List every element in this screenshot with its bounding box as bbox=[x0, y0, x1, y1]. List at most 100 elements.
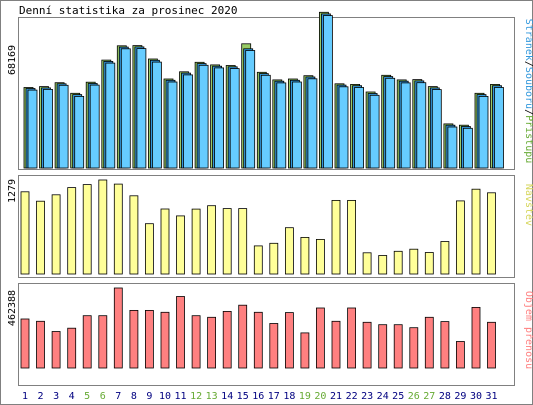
visits-ymax-label: 1279 bbox=[7, 179, 18, 203]
traffic-panel-frame bbox=[18, 283, 515, 386]
hits-bar-pages-day-13 bbox=[214, 67, 225, 169]
visits-bar-day-5 bbox=[82, 184, 92, 275]
visits-panel-frame bbox=[18, 175, 515, 278]
x-tick-label-day-14: 14 bbox=[221, 391, 233, 402]
visits-bar-day-28 bbox=[440, 241, 450, 275]
x-tick-label-day-23: 23 bbox=[361, 391, 373, 402]
x-tick-label-day-26: 26 bbox=[408, 391, 420, 402]
x-tick-label-day-1: 1 bbox=[22, 391, 28, 402]
legend-hits: Přístupů bbox=[523, 115, 533, 163]
x-tick-label-day-16: 16 bbox=[252, 391, 264, 402]
x-tick-label-day-30: 30 bbox=[470, 391, 482, 402]
traffic-bar-day-23 bbox=[362, 321, 372, 369]
visits-bar-day-26 bbox=[409, 248, 419, 275]
hits-bar-pages-day-21 bbox=[338, 86, 349, 169]
visits-bar-day-1 bbox=[20, 191, 30, 275]
hits-bar-pages-day-26 bbox=[416, 82, 427, 169]
x-tick-label-day-20: 20 bbox=[314, 391, 326, 402]
traffic-bar-day-24 bbox=[378, 324, 388, 369]
x-tick-label-day-11: 11 bbox=[174, 391, 186, 402]
x-tick-label-day-8: 8 bbox=[131, 391, 137, 402]
visits-bar-day-9 bbox=[144, 223, 154, 275]
legend-pages: Stránek bbox=[523, 19, 533, 61]
hits-bar-pages-day-3 bbox=[58, 84, 69, 169]
hits-panel-frame bbox=[18, 17, 515, 170]
visits-bar-day-6 bbox=[98, 179, 108, 275]
traffic-bar-day-10 bbox=[160, 311, 170, 369]
traffic-bar-day-1 bbox=[20, 318, 30, 369]
traffic-bar-day-2 bbox=[36, 320, 45, 369]
visits-bar-day-16 bbox=[253, 245, 263, 275]
x-tick-label-day-24: 24 bbox=[377, 391, 389, 402]
x-tick-label-day-6: 6 bbox=[100, 391, 106, 402]
x-tick-label-day-15: 15 bbox=[237, 391, 249, 402]
x-tick-label-day-17: 17 bbox=[268, 391, 280, 402]
hits-bar-pages-day-4 bbox=[74, 96, 85, 169]
visits-bar-day-23 bbox=[362, 252, 372, 275]
visits-bar-day-20 bbox=[315, 238, 325, 275]
visits-bar-day-19 bbox=[300, 236, 310, 275]
hits-ymax-label: 68169 bbox=[7, 45, 18, 75]
hits-bar-pages-day-9 bbox=[151, 61, 162, 169]
x-tick-label-day-7: 7 bbox=[115, 391, 121, 402]
hits-bar-pages-day-18 bbox=[291, 81, 302, 169]
traffic-bar-day-21 bbox=[331, 320, 341, 369]
hits-bar-pages-day-28 bbox=[447, 126, 458, 169]
visits-bar-day-3 bbox=[51, 194, 61, 275]
traffic-bar-day-6 bbox=[98, 315, 108, 369]
traffic-bar-day-12 bbox=[191, 315, 201, 369]
traffic-bar-day-28 bbox=[440, 321, 450, 369]
hits-legend: Stránek/Souborů/Přístupů bbox=[523, 19, 533, 164]
hits-bar-pages-day-10 bbox=[167, 81, 178, 169]
hits-bar-pages-day-1 bbox=[27, 89, 38, 169]
x-tick-label-day-27: 27 bbox=[423, 391, 435, 402]
traffic-bar-day-7 bbox=[113, 287, 123, 369]
visits-bar-day-30 bbox=[471, 188, 481, 275]
x-tick-label-day-21: 21 bbox=[330, 391, 342, 402]
hits-bar-pages-day-16 bbox=[260, 74, 271, 169]
hits-bar-pages-day-25 bbox=[400, 82, 411, 169]
visits-bar-day-2 bbox=[36, 200, 45, 275]
hits-bar-pages-day-22 bbox=[354, 87, 365, 169]
visits-bar-day-13 bbox=[207, 205, 217, 275]
hits-bar-pages-day-19 bbox=[307, 78, 318, 169]
hits-bar-pages-day-20 bbox=[322, 15, 333, 169]
legend-files: Souborů bbox=[523, 67, 533, 109]
hits-bar-pages-day-30 bbox=[478, 96, 489, 169]
visits-bar-day-8 bbox=[129, 195, 139, 275]
x-tick-label-day-31: 31 bbox=[485, 391, 497, 402]
x-tick-label-day-9: 9 bbox=[146, 391, 152, 402]
visits-bar-day-29 bbox=[455, 200, 465, 275]
traffic-bar-day-4 bbox=[67, 327, 77, 369]
visits-bar-day-10 bbox=[160, 208, 170, 275]
x-tick-label-day-19: 19 bbox=[299, 391, 311, 402]
traffic-bar-day-5 bbox=[82, 315, 92, 369]
hits-bar-pages-day-27 bbox=[431, 89, 442, 169]
hits-bar-pages-day-6 bbox=[105, 62, 116, 169]
traffic-bar-day-22 bbox=[347, 307, 357, 369]
traffic-bar-day-31 bbox=[487, 321, 496, 369]
visits-legend: Návštěv bbox=[523, 184, 533, 226]
traffic-ymax-label: 462388 bbox=[7, 290, 18, 326]
traffic-bar-day-8 bbox=[129, 309, 139, 369]
x-tick-label-day-10: 10 bbox=[159, 391, 171, 402]
visits-bar-day-27 bbox=[424, 252, 434, 275]
x-tick-label-day-3: 3 bbox=[53, 391, 59, 402]
traffic-bar-day-30 bbox=[471, 306, 481, 369]
traffic-bar-day-26 bbox=[409, 327, 419, 369]
chart-title: Denní statistika za prosinec 2020 bbox=[19, 4, 238, 17]
hits-bar-pages-day-7 bbox=[120, 48, 131, 169]
hits-bar-pages-day-31 bbox=[494, 87, 504, 169]
traffic-bar-day-27 bbox=[424, 316, 434, 369]
visits-bar-day-24 bbox=[378, 255, 388, 275]
hits-bar-pages-day-23 bbox=[369, 94, 380, 169]
traffic-bar-day-18 bbox=[284, 312, 294, 369]
traffic-legend: Objem přenosu bbox=[523, 291, 533, 369]
traffic-bar-day-19 bbox=[300, 332, 310, 369]
traffic-bar-day-14 bbox=[222, 310, 232, 369]
hits-bar-pages-day-17 bbox=[276, 82, 287, 169]
visits-bar-day-18 bbox=[284, 227, 294, 275]
traffic-bar-day-15 bbox=[238, 304, 248, 369]
